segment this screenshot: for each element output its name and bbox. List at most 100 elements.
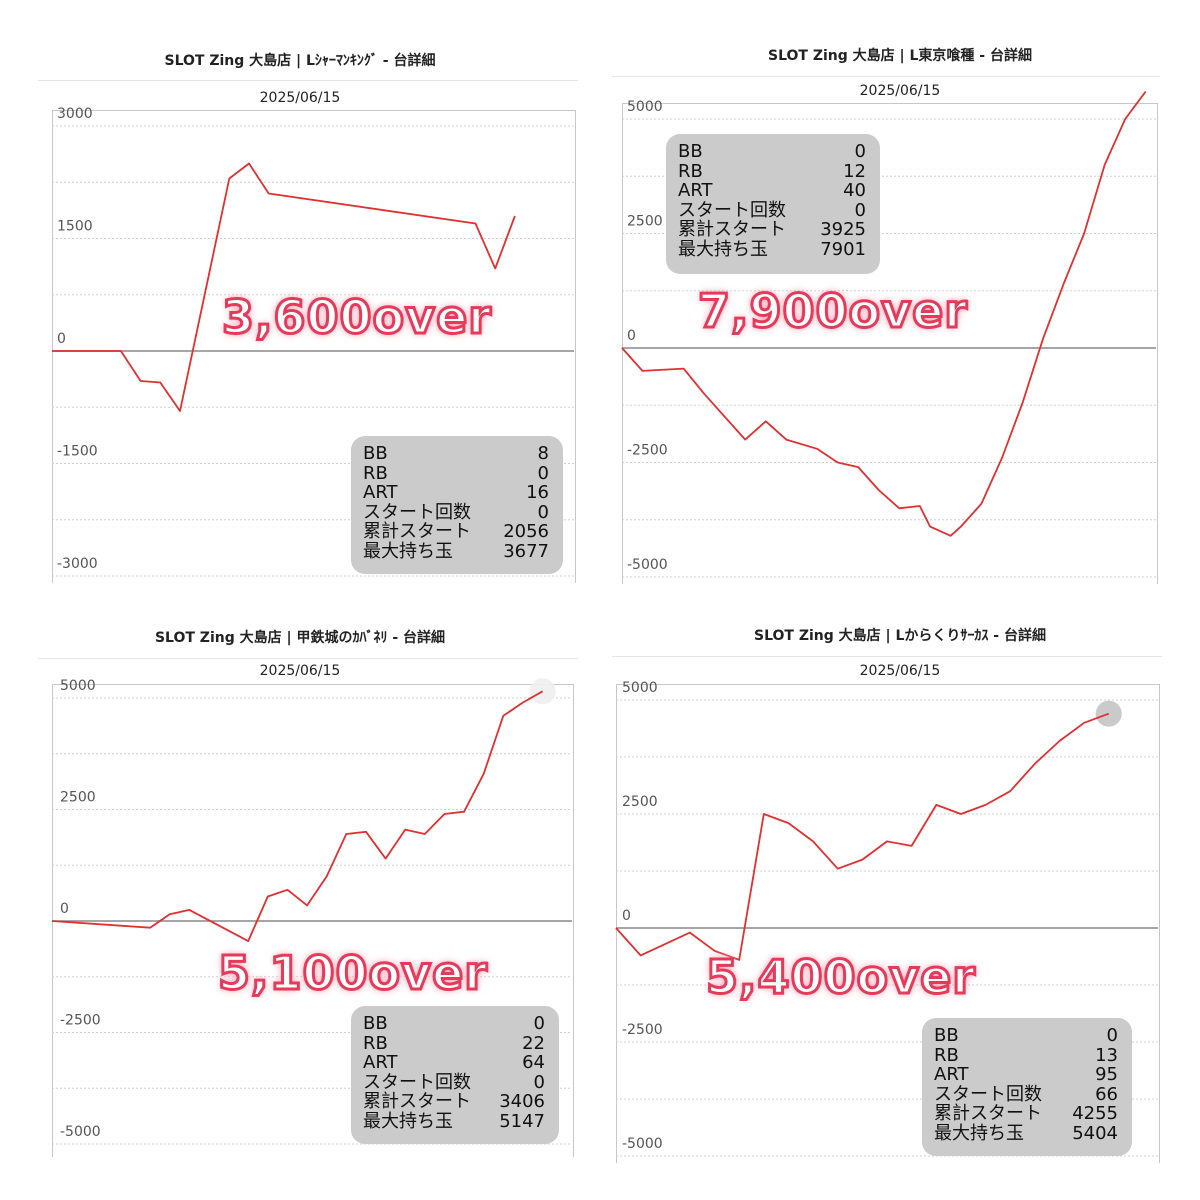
stat-label: RB: [363, 462, 388, 484]
stat-value: 3406: [499, 1091, 545, 1113]
y-tick-label: -5000: [60, 1124, 101, 1140]
series-line: [615, 712, 1110, 961]
stat-row: BB 8: [363, 444, 549, 464]
stat-row: 最大持ち玉 3677: [363, 542, 549, 562]
y-tick-label: -5000: [627, 557, 668, 573]
y-tick-label: 0: [622, 908, 631, 924]
stat-row: 累計スタート 3925: [678, 220, 866, 240]
plot-frame: [622, 103, 1158, 584]
stat-row: RB 0: [363, 462, 549, 484]
line-chart: 5000 2500 0 -2500 -5000: [615, 680, 1158, 1157]
stat-value: 13: [1095, 1044, 1118, 1066]
stat-label: BB: [363, 1013, 388, 1034]
stat-label: ART: [678, 180, 713, 202]
stat-row: RB 22: [363, 1032, 545, 1054]
stat-value: 0: [854, 199, 866, 221]
stat-label: 最大持ち玉: [678, 238, 768, 260]
series-line: [52, 162, 516, 412]
stat-value: 5404: [1072, 1122, 1118, 1144]
series-line: [621, 90, 1147, 537]
panel-title: SLOT Zing 大島店 | 甲鉄城のｶﾊﾞﾈﾘ - 台詳細: [154, 630, 446, 646]
stat-label: 最大持ち玉: [363, 1110, 453, 1132]
stat-row: スタート回数 66: [934, 1085, 1118, 1105]
stat-label: ART: [363, 1052, 398, 1074]
chart-date: 2025/06/15: [259, 90, 341, 106]
end-point-marker[interactable]: [1095, 700, 1122, 727]
stats-box: BB 8 RB 0 ART 16 スタート回数 0 累計スタート 2056 最大持ち玉 3677: [351, 436, 563, 574]
stat-value: 64: [522, 1052, 545, 1074]
line-chart: 3000 1500 0 -1500 -3000: [52, 106, 574, 577]
overlay-amount: 5,400over: [705, 949, 977, 1006]
y-tick-label: 5000: [622, 680, 658, 696]
y-tick-label: 0: [57, 331, 66, 347]
title-divider: [38, 80, 578, 81]
stat-label: RB: [934, 1044, 959, 1066]
stat-row: 累計スタート 2056: [363, 522, 549, 542]
y-tick-label: -1500: [57, 444, 98, 460]
series-line: [51, 690, 544, 943]
stat-row: スタート回数 0: [363, 1073, 545, 1093]
stat-row: ART 64: [363, 1053, 545, 1073]
stat-row: BB 0: [363, 1014, 545, 1034]
stat-label: ART: [363, 482, 398, 504]
stat-row: RB 13: [934, 1044, 1118, 1066]
stat-value: 2056: [503, 521, 549, 543]
y-tick-label: -2500: [627, 443, 668, 459]
y-tick-label: 1500: [57, 219, 93, 235]
stat-label: 累計スタート: [363, 1091, 471, 1113]
stat-label: ART: [934, 1064, 969, 1086]
plot-frame: [52, 110, 576, 583]
stat-row: ART 40: [678, 181, 866, 201]
stat-label: スタート回数: [363, 501, 471, 523]
chart-date: 2025/06/15: [859, 83, 941, 99]
stat-row: 最大持ち玉 5404: [934, 1124, 1118, 1144]
overlay-amount: 3,600over: [221, 289, 493, 346]
stat-value: 40: [843, 180, 866, 202]
stat-row: BB 0: [678, 142, 866, 162]
panel-title: SLOT Zing 大島店 | L東京喰種 - 台詳細: [768, 48, 1032, 64]
stats-box: BB 0 RB 13 ART 95 スタート回数 66 累計スタート 4255 最大持ち玉 5404: [922, 1018, 1132, 1156]
stat-label: 累計スタート: [934, 1103, 1042, 1125]
y-tick-label: 2500: [627, 214, 663, 230]
stat-label: 最大持ち玉: [363, 540, 453, 562]
stat-label: スタート回数: [363, 1071, 471, 1093]
stat-label: RB: [678, 160, 703, 182]
chart-panel-shaman-king: SLOT Zing 大島店 | Lｼｬｰﾏﾝｷﾝｸﾞ - 台詳細 2025/06…: [0, 0, 600, 600]
stat-row: 累計スタート 3406: [363, 1092, 545, 1112]
stat-value: 0: [537, 462, 549, 484]
chart-panel-karakuri-circus: SLOT Zing 大島店 | Lからくりｻｰｶｽ - 台詳細 2025/06/…: [600, 600, 1200, 1200]
y-tick-label: -2500: [622, 1022, 663, 1038]
stat-row: スタート回数 0: [363, 503, 549, 523]
stats-box: BB 0 RB 12 ART 40 スタート回数 0 累計スタート 3925 最大持ち玉 7901: [666, 134, 880, 274]
stat-row: ART 95: [934, 1065, 1118, 1085]
y-tick-label: -5000: [622, 1136, 663, 1152]
stat-label: RB: [363, 1032, 388, 1054]
y-tick-label: 0: [627, 328, 636, 344]
stat-value: 3677: [503, 540, 549, 562]
panel-title: SLOT Zing 大島店 | Lからくりｻｰｶｽ - 台詳細: [754, 628, 1046, 644]
stat-row: RB 12: [678, 160, 866, 182]
stat-value: 0: [533, 1071, 545, 1093]
stat-label: 累計スタート: [678, 219, 786, 241]
panel-title: SLOT Zing 大島店 | Lｼｬｰﾏﾝｷﾝｸﾞ - 台詳細: [164, 53, 436, 69]
stat-value: 8: [537, 443, 549, 464]
stat-row: スタート回数 0: [678, 201, 866, 221]
stat-value: 4255: [1072, 1103, 1118, 1125]
stat-value: 0: [854, 141, 866, 162]
y-tick-label: 0: [60, 901, 69, 917]
stat-value: 66: [1095, 1083, 1118, 1105]
stat-label: 最大持ち玉: [934, 1122, 1024, 1144]
stat-label: 累計スタート: [363, 521, 471, 543]
stat-label: BB: [934, 1025, 959, 1046]
stat-value: 0: [1106, 1025, 1118, 1046]
stat-row: 最大持ち玉 7901: [678, 240, 866, 260]
stat-value: 0: [533, 1013, 545, 1034]
overlay-amount: 7,900over: [697, 283, 969, 340]
stats-box: BB 0 RB 22 ART 64 スタート回数 0 累計スタート 3406 最大持ち玉 5147: [351, 1006, 559, 1144]
y-tick-label: 5000: [60, 678, 96, 694]
chart-date: 2025/06/15: [259, 663, 341, 679]
stat-value: 5147: [499, 1110, 545, 1132]
y-tick-label: -2500: [60, 1013, 101, 1029]
stat-row: BB 0: [934, 1026, 1118, 1046]
stat-value: 0: [537, 501, 549, 523]
